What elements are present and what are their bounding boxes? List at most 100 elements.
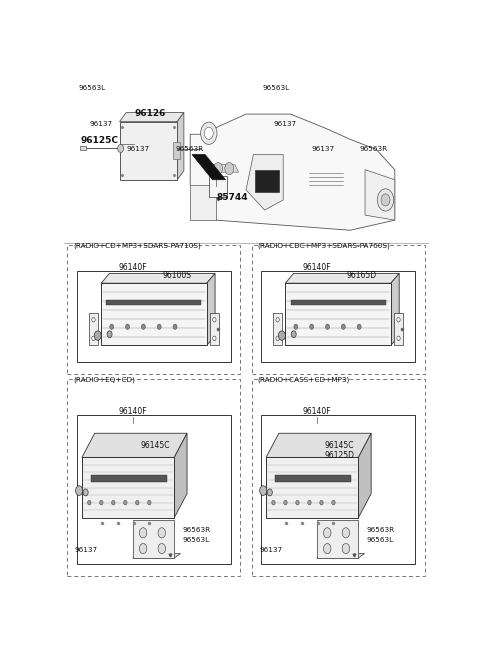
Circle shape	[158, 527, 166, 538]
Text: 96137: 96137	[274, 121, 297, 127]
Text: 96563R: 96563R	[367, 527, 395, 533]
Bar	[82, 457, 174, 518]
Bar	[252, 245, 424, 374]
Circle shape	[124, 501, 127, 505]
Polygon shape	[266, 433, 371, 457]
Text: 96125C: 96125C	[81, 136, 119, 146]
Bar	[261, 271, 415, 361]
Circle shape	[381, 194, 390, 206]
Circle shape	[157, 324, 161, 329]
Circle shape	[92, 336, 95, 340]
Circle shape	[158, 544, 166, 554]
Circle shape	[83, 489, 88, 496]
Circle shape	[308, 501, 311, 505]
Bar	[273, 314, 283, 344]
Circle shape	[201, 122, 217, 144]
Bar	[252, 379, 424, 576]
Circle shape	[213, 336, 216, 340]
Polygon shape	[101, 274, 215, 283]
Polygon shape	[246, 155, 283, 210]
Circle shape	[214, 163, 223, 174]
Text: 96563R: 96563R	[183, 527, 211, 533]
Polygon shape	[192, 155, 226, 180]
Polygon shape	[207, 274, 215, 346]
Circle shape	[142, 324, 145, 329]
Bar	[209, 176, 227, 197]
Text: 96140F: 96140F	[119, 407, 147, 416]
Circle shape	[325, 324, 329, 329]
Bar	[209, 314, 219, 344]
Circle shape	[284, 501, 287, 505]
Bar	[285, 283, 391, 346]
Text: 96126: 96126	[134, 109, 166, 117]
Polygon shape	[209, 165, 239, 172]
Text: 96125D: 96125D	[324, 451, 354, 461]
Bar	[120, 121, 177, 180]
Text: 85744: 85744	[216, 194, 248, 203]
Circle shape	[139, 527, 147, 538]
Polygon shape	[391, 274, 399, 346]
Bar	[173, 142, 180, 159]
Circle shape	[276, 336, 279, 340]
Text: (RADIO+CASS+CD+MP3): (RADIO+CASS+CD+MP3)	[257, 377, 349, 383]
Bar	[261, 415, 415, 564]
Circle shape	[94, 331, 101, 340]
Polygon shape	[365, 170, 395, 220]
Polygon shape	[190, 185, 216, 220]
Text: 96140F: 96140F	[303, 262, 332, 272]
Bar	[317, 520, 359, 558]
Bar	[81, 146, 86, 150]
Bar	[132, 520, 174, 558]
Circle shape	[310, 324, 313, 329]
Circle shape	[296, 501, 299, 505]
Polygon shape	[359, 433, 371, 518]
Circle shape	[341, 324, 345, 329]
Circle shape	[276, 318, 279, 322]
Circle shape	[110, 324, 114, 329]
Polygon shape	[317, 554, 365, 558]
Circle shape	[332, 501, 335, 505]
Circle shape	[342, 527, 349, 538]
Circle shape	[107, 331, 112, 338]
Polygon shape	[120, 113, 184, 121]
Text: 96100S: 96100S	[163, 271, 192, 280]
Circle shape	[294, 324, 298, 329]
Text: 96140F: 96140F	[303, 407, 332, 416]
Text: 96563R: 96563R	[360, 146, 387, 152]
Text: 96137: 96137	[90, 121, 113, 127]
Text: 96137: 96137	[75, 546, 98, 552]
Circle shape	[148, 501, 151, 505]
Polygon shape	[190, 114, 395, 230]
Circle shape	[278, 331, 285, 340]
Bar	[266, 457, 359, 518]
Bar	[91, 476, 167, 482]
Circle shape	[136, 501, 139, 505]
Polygon shape	[174, 433, 187, 518]
Circle shape	[324, 544, 331, 554]
Circle shape	[126, 324, 130, 329]
Polygon shape	[82, 433, 187, 457]
Text: 96137: 96137	[127, 146, 150, 152]
Bar	[77, 415, 231, 564]
Text: 96137: 96137	[259, 546, 282, 552]
Polygon shape	[177, 113, 184, 180]
Circle shape	[118, 144, 124, 152]
Circle shape	[100, 501, 103, 505]
Circle shape	[260, 485, 267, 495]
Text: 96563L: 96563L	[183, 537, 210, 543]
Bar	[67, 245, 240, 374]
Polygon shape	[132, 554, 180, 558]
Text: (RADIO+EQ+CD): (RADIO+EQ+CD)	[73, 377, 135, 383]
Text: 96137: 96137	[311, 146, 334, 152]
Text: 96563L: 96563L	[263, 85, 290, 91]
Circle shape	[397, 318, 400, 322]
Text: 96165D: 96165D	[347, 271, 377, 280]
Circle shape	[342, 544, 349, 554]
Circle shape	[267, 489, 272, 496]
Circle shape	[324, 527, 331, 538]
Circle shape	[213, 318, 216, 322]
Bar	[290, 300, 385, 305]
Circle shape	[75, 485, 83, 495]
Circle shape	[225, 163, 234, 174]
Circle shape	[92, 318, 95, 322]
